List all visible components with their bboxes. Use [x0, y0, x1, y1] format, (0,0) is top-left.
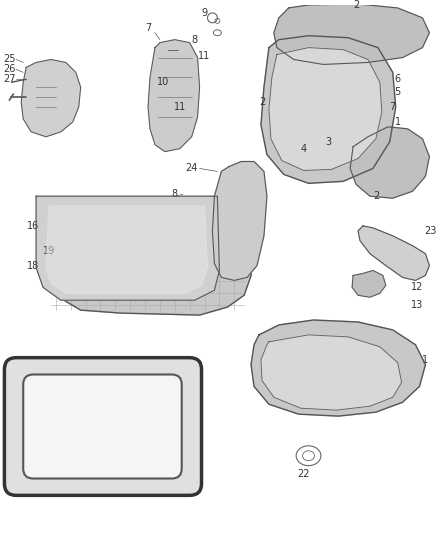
Text: 8: 8 [172, 189, 178, 199]
Text: 18: 18 [27, 261, 39, 271]
Text: 2: 2 [353, 0, 359, 10]
Text: 7: 7 [145, 23, 151, 33]
Polygon shape [46, 206, 208, 293]
Text: 1: 1 [395, 117, 401, 127]
Polygon shape [148, 39, 200, 151]
Polygon shape [251, 320, 425, 416]
Text: 21: 21 [13, 434, 25, 444]
Text: 24: 24 [185, 164, 198, 173]
Text: 2: 2 [373, 191, 379, 201]
Polygon shape [350, 127, 429, 198]
Text: 20: 20 [13, 419, 25, 429]
Text: 25: 25 [3, 54, 16, 64]
Text: 17: 17 [218, 223, 230, 233]
Text: 7: 7 [390, 102, 396, 112]
Polygon shape [261, 36, 396, 183]
Text: 13: 13 [411, 300, 424, 310]
Polygon shape [43, 206, 254, 315]
Polygon shape [261, 335, 402, 410]
Polygon shape [21, 60, 81, 137]
Text: 8: 8 [191, 35, 198, 45]
Polygon shape [212, 161, 267, 280]
Text: 1: 1 [422, 354, 428, 365]
Polygon shape [274, 4, 429, 64]
Text: 9: 9 [201, 8, 208, 18]
Text: 3: 3 [325, 136, 332, 147]
Text: 12: 12 [411, 282, 424, 292]
Text: 11: 11 [173, 102, 186, 112]
FancyBboxPatch shape [4, 358, 201, 495]
Text: 4: 4 [300, 143, 307, 154]
Text: 10: 10 [157, 77, 169, 87]
Polygon shape [358, 226, 429, 280]
Polygon shape [352, 270, 386, 297]
Text: 11: 11 [198, 51, 211, 61]
Text: 16: 16 [27, 221, 39, 231]
Bar [287, 92, 361, 147]
Text: 23: 23 [424, 226, 437, 236]
Polygon shape [269, 47, 382, 171]
Text: 26: 26 [3, 64, 15, 75]
FancyBboxPatch shape [23, 375, 182, 479]
Text: 27: 27 [3, 74, 16, 84]
Bar [279, 350, 358, 399]
Text: 6: 6 [395, 74, 401, 84]
Text: 5: 5 [395, 87, 401, 97]
Text: 22: 22 [297, 469, 310, 479]
Text: 19: 19 [43, 246, 55, 256]
Polygon shape [36, 196, 219, 300]
Text: 2: 2 [259, 97, 265, 107]
